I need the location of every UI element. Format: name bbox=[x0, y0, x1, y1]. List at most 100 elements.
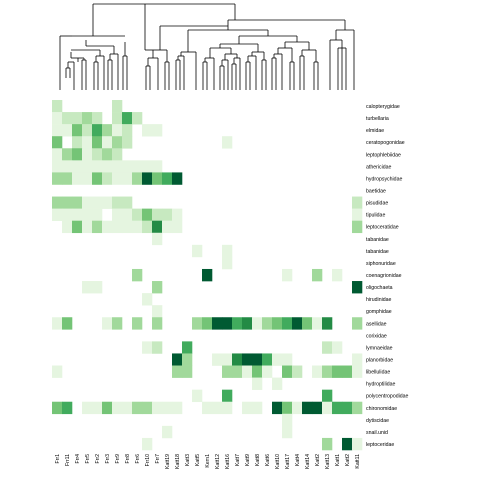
heatmap-cell bbox=[102, 172, 113, 185]
heatmap-cell bbox=[172, 365, 183, 378]
heatmap-cell bbox=[342, 365, 353, 378]
column-label: Katt10 bbox=[275, 454, 281, 469]
heatmap-cell bbox=[132, 112, 143, 125]
heatmap-cell bbox=[52, 124, 63, 137]
row-label: hydroptilidae bbox=[366, 382, 396, 388]
heatmap-cell bbox=[112, 148, 123, 161]
column-label: Katt16 bbox=[225, 454, 231, 469]
heatmap-cell bbox=[82, 220, 93, 234]
row-label: chironomidae bbox=[366, 406, 397, 412]
heatmap-cell bbox=[82, 136, 93, 149]
heatmap-cell bbox=[202, 401, 213, 415]
heatmap-cell bbox=[342, 401, 353, 415]
heatmap-cell bbox=[262, 365, 273, 378]
heatmap-cell bbox=[152, 160, 163, 173]
heatmap-cell bbox=[222, 136, 233, 149]
heatmap-cell bbox=[82, 401, 93, 415]
heatmap-cell bbox=[142, 208, 153, 221]
heatmap-cell bbox=[332, 401, 343, 415]
heatmap-cell bbox=[62, 148, 73, 161]
heatmap-cell bbox=[352, 437, 363, 451]
heatmap-cell bbox=[292, 365, 303, 378]
heatmap-cell bbox=[122, 124, 133, 137]
heatmap-cell bbox=[232, 365, 243, 378]
heatmap-cell bbox=[352, 353, 363, 366]
heatmap-cell bbox=[62, 220, 73, 234]
heatmap-cell bbox=[82, 208, 93, 221]
heatmap-cell bbox=[172, 172, 183, 185]
heatmap-cell bbox=[332, 341, 343, 354]
heatmap-cell bbox=[322, 317, 333, 330]
heatmap-cell bbox=[122, 208, 133, 221]
heatmap-cell bbox=[162, 425, 173, 439]
heatmap-cell bbox=[202, 268, 213, 282]
heatmap-cell bbox=[82, 112, 93, 125]
heatmap-cell bbox=[82, 124, 93, 137]
heatmap-cell bbox=[172, 353, 183, 366]
heatmap-cell bbox=[222, 365, 233, 378]
heatmap-cell bbox=[282, 268, 293, 282]
heatmap-cell bbox=[222, 244, 233, 258]
heatmap-cell bbox=[102, 220, 113, 234]
heatmap-cell bbox=[192, 244, 203, 258]
heatmap-cell bbox=[92, 196, 103, 209]
heatmap-cell bbox=[222, 353, 233, 366]
heatmap-cell bbox=[122, 160, 133, 173]
row-label: baetidae bbox=[366, 189, 386, 195]
heatmap-cell bbox=[122, 136, 133, 149]
heatmap-cell bbox=[332, 268, 343, 282]
row-label: elmidae bbox=[366, 128, 384, 134]
column-label: Frr9 bbox=[115, 454, 121, 464]
heatmap-cell bbox=[142, 124, 153, 137]
heatmap-cell bbox=[112, 317, 123, 330]
row-label: corixidae bbox=[366, 333, 387, 339]
row-label: tabanidae bbox=[366, 237, 389, 243]
heatmap-cell bbox=[122, 196, 133, 209]
heatmap-cell bbox=[212, 401, 223, 415]
heatmap-cell bbox=[92, 136, 103, 149]
heatmap-cell bbox=[292, 317, 303, 330]
heatmap-cell bbox=[262, 317, 273, 330]
heatmap-cell bbox=[62, 401, 73, 415]
row-label: calopterygidae bbox=[366, 104, 400, 110]
heatmap-cell bbox=[352, 220, 363, 234]
heatmap-cell bbox=[112, 136, 123, 149]
column-label: Kem1 bbox=[205, 454, 211, 468]
heatmap-cell bbox=[182, 365, 193, 378]
column-label: Katt1 bbox=[335, 454, 341, 466]
heatmap-cell bbox=[112, 220, 123, 234]
heatmap-cell bbox=[222, 401, 233, 415]
heatmap-cell bbox=[252, 353, 263, 366]
heatmap-cell bbox=[162, 172, 173, 185]
column-dendrogram bbox=[59, 3, 355, 90]
heatmap-cell bbox=[352, 401, 363, 415]
heatmap-cell bbox=[182, 341, 193, 354]
heatmap-cell bbox=[272, 401, 283, 415]
heatmap-cell bbox=[142, 401, 153, 415]
heatmap-cell bbox=[352, 281, 363, 294]
heatmap-cell bbox=[52, 112, 63, 125]
heatmap-cell bbox=[222, 317, 233, 330]
heatmap-cell bbox=[62, 112, 73, 125]
row-label: turbellaria bbox=[366, 116, 389, 122]
heatmap-cell bbox=[112, 172, 123, 185]
row-label: coenagrionidae bbox=[366, 273, 402, 279]
heatmap-cell bbox=[52, 160, 63, 173]
heatmap-cells bbox=[52, 100, 363, 451]
heatmap-cell bbox=[102, 136, 113, 149]
column-labels: Frr1 Frr11 Frr4 Frr5 Frr2 Frr3 Frr9 Frr8 Frr6 Frr… bbox=[55, 454, 361, 469]
column-label: Frr1 bbox=[55, 454, 61, 464]
heatmap-cell bbox=[132, 172, 143, 185]
heatmap-cell bbox=[272, 317, 283, 330]
heatmap-cell bbox=[252, 377, 263, 390]
heatmap-cell bbox=[72, 160, 83, 173]
heatmap-cell bbox=[52, 196, 63, 209]
heatmap-cell bbox=[222, 256, 233, 270]
heatmap-cell bbox=[52, 365, 63, 378]
column-label: Katt12 bbox=[215, 454, 221, 469]
column-label: Katt17 bbox=[285, 454, 291, 469]
row-label: tabanidae bbox=[366, 249, 389, 255]
heatmap-cell bbox=[282, 401, 293, 415]
column-label: Katt4 bbox=[295, 454, 301, 466]
heatmap-cell bbox=[252, 401, 263, 415]
